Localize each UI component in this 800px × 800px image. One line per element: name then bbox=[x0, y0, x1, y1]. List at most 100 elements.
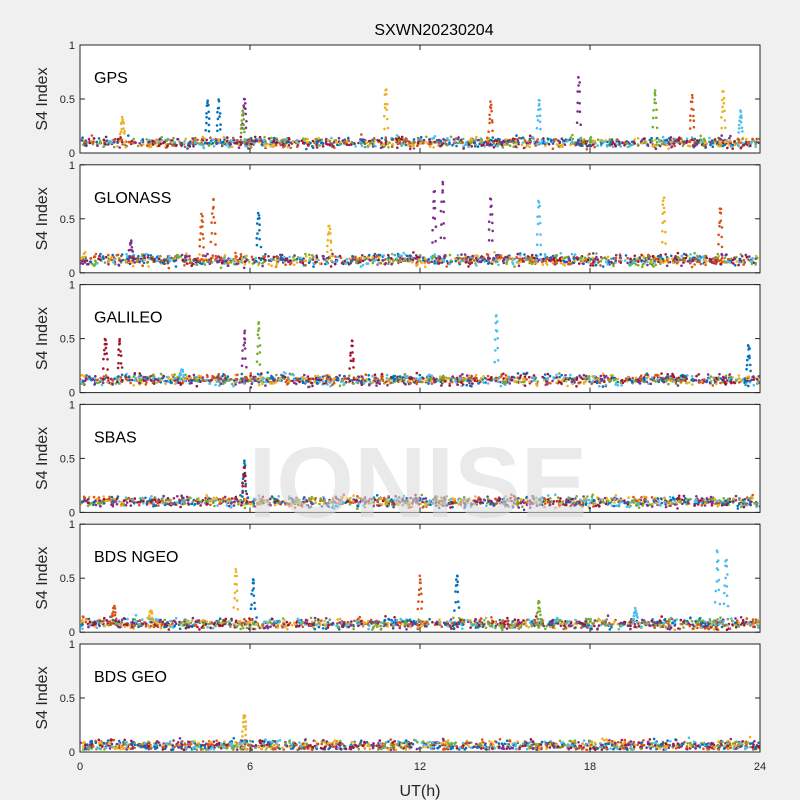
data-point bbox=[336, 378, 340, 382]
data-point bbox=[261, 143, 264, 147]
data-point bbox=[502, 257, 506, 261]
data-point bbox=[98, 254, 101, 258]
data-point bbox=[463, 499, 467, 502]
data-point bbox=[214, 383, 217, 387]
data-point bbox=[188, 254, 191, 258]
data-point bbox=[612, 264, 615, 268]
data-point bbox=[499, 141, 503, 145]
data-point bbox=[441, 182, 445, 186]
data-point bbox=[458, 377, 462, 381]
data-point bbox=[525, 378, 528, 381]
data-point bbox=[240, 257, 244, 260]
data-point bbox=[157, 144, 161, 147]
data-point bbox=[264, 252, 267, 256]
data-point bbox=[441, 180, 445, 184]
data-point bbox=[397, 378, 400, 382]
data-point bbox=[397, 136, 401, 140]
data-point bbox=[482, 143, 485, 147]
data-point bbox=[144, 376, 147, 379]
data-point bbox=[263, 255, 267, 258]
data-point bbox=[281, 258, 284, 261]
data-point bbox=[141, 264, 144, 268]
data-point bbox=[280, 373, 283, 377]
data-point bbox=[749, 363, 752, 367]
data-point bbox=[669, 136, 673, 139]
data-point bbox=[729, 134, 732, 138]
data-point bbox=[439, 144, 442, 148]
data-point bbox=[137, 503, 141, 507]
data-point bbox=[396, 146, 399, 149]
data-point bbox=[261, 382, 264, 386]
data-point bbox=[117, 378, 120, 381]
data-point bbox=[748, 144, 752, 148]
data-point bbox=[715, 382, 718, 386]
data-point bbox=[601, 372, 605, 376]
data-point bbox=[664, 242, 667, 245]
data-point bbox=[482, 141, 486, 144]
data-point bbox=[630, 380, 634, 384]
data-point bbox=[102, 257, 105, 261]
data-point bbox=[511, 261, 514, 264]
data-point bbox=[619, 145, 622, 148]
data-point bbox=[425, 141, 428, 144]
data-point bbox=[329, 241, 333, 244]
data-point bbox=[202, 246, 205, 249]
data-point bbox=[575, 121, 579, 124]
data-point bbox=[720, 134, 723, 137]
data-point bbox=[689, 253, 692, 256]
data-point bbox=[458, 141, 462, 145]
data-point bbox=[433, 380, 436, 384]
data-point bbox=[489, 103, 493, 107]
data-point bbox=[422, 138, 426, 142]
data-point bbox=[410, 256, 414, 259]
data-point bbox=[729, 145, 733, 148]
data-point bbox=[279, 140, 282, 144]
data-point bbox=[144, 383, 148, 386]
data-point bbox=[723, 256, 727, 260]
data-point bbox=[682, 252, 686, 256]
data-point bbox=[374, 144, 377, 148]
data-point bbox=[383, 102, 387, 106]
data-point bbox=[121, 258, 125, 262]
data-point bbox=[619, 381, 622, 384]
data-point bbox=[641, 265, 644, 269]
data-point bbox=[741, 141, 744, 145]
data-point bbox=[205, 142, 209, 145]
data-point bbox=[693, 251, 696, 255]
data-point bbox=[255, 237, 258, 240]
y-axis-label: S4 Index bbox=[34, 187, 51, 250]
data-point bbox=[468, 139, 471, 143]
data-point bbox=[289, 146, 293, 150]
data-point bbox=[264, 384, 267, 387]
data-point bbox=[93, 255, 97, 259]
data-point bbox=[303, 259, 306, 262]
data-point bbox=[692, 145, 695, 149]
data-point bbox=[636, 264, 640, 267]
data-point bbox=[400, 135, 404, 139]
data-point bbox=[328, 224, 331, 228]
data-point bbox=[672, 142, 676, 145]
data-point bbox=[454, 379, 457, 383]
data-point bbox=[477, 382, 480, 385]
data-point bbox=[493, 251, 496, 254]
data-point bbox=[539, 127, 542, 131]
data-point bbox=[589, 136, 593, 139]
data-point bbox=[369, 141, 372, 145]
data-point bbox=[209, 379, 212, 382]
data-point bbox=[608, 139, 611, 142]
data-point bbox=[485, 378, 489, 381]
data-point bbox=[577, 381, 580, 385]
data-point bbox=[563, 143, 567, 146]
data-point bbox=[576, 101, 579, 105]
data-point bbox=[313, 380, 316, 384]
data-point bbox=[243, 347, 247, 350]
data-point bbox=[715, 260, 718, 264]
data-point bbox=[316, 374, 320, 378]
data-point bbox=[188, 145, 192, 148]
data-point bbox=[682, 261, 685, 264]
data-point bbox=[648, 138, 652, 142]
data-point bbox=[584, 142, 587, 145]
data-point bbox=[155, 381, 158, 385]
data-point bbox=[464, 258, 468, 262]
data-point bbox=[457, 261, 461, 265]
